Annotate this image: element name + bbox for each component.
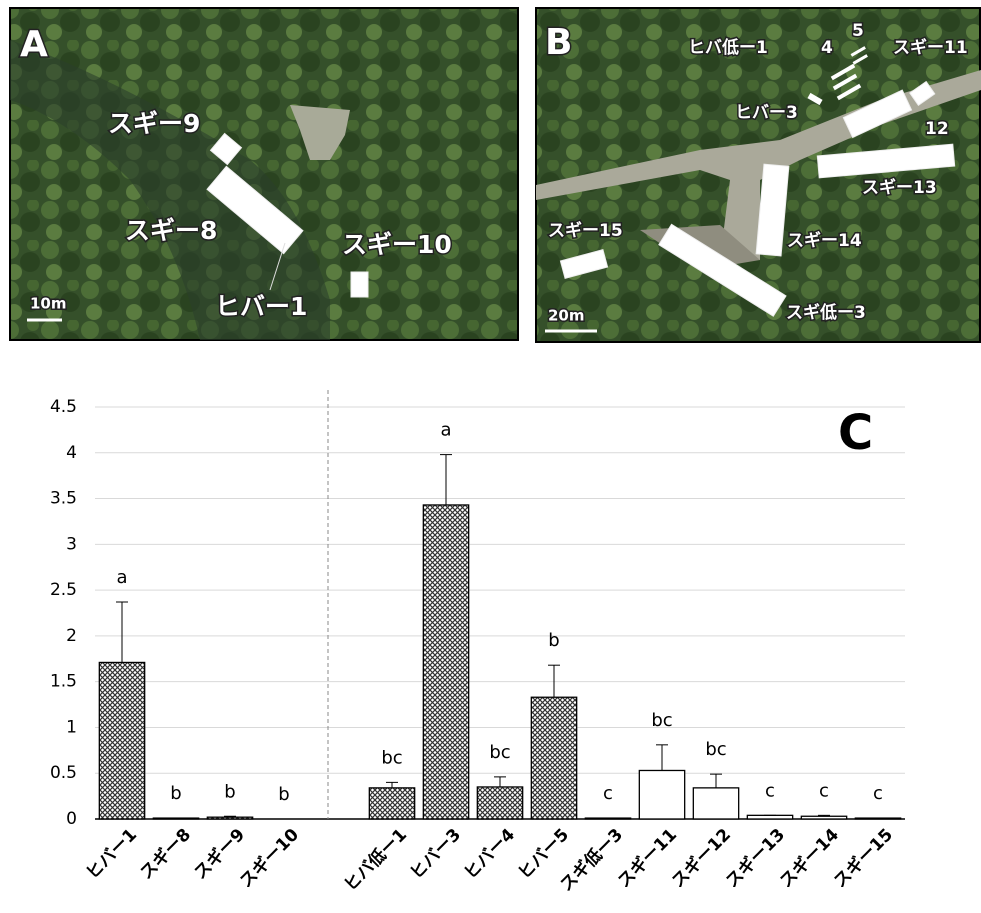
road bbox=[290, 105, 350, 160]
panel-b: B ヒバ低ー1 4 5 スギー11 ヒバー3 12 スギー13 スギー14 スギ… bbox=[535, 7, 981, 343]
site-label: スギ低ー3 bbox=[786, 302, 866, 323]
significance-letter: b bbox=[224, 781, 235, 802]
y-tick-label: 1.5 bbox=[50, 672, 77, 692]
y-tick-label: 0.5 bbox=[50, 763, 77, 783]
x-tick-label: ヒバー4 bbox=[460, 825, 519, 884]
bar bbox=[476, 786, 524, 820]
site-label: ヒバー3 bbox=[735, 103, 798, 123]
site-label: ヒバー1 bbox=[215, 292, 307, 321]
bar bbox=[368, 787, 416, 820]
x-tick-label: ヒバー1 bbox=[82, 825, 141, 884]
significance-letter: bc bbox=[651, 710, 672, 731]
bar bbox=[692, 787, 740, 820]
plot bbox=[658, 223, 787, 317]
y-tick-label: 4 bbox=[66, 443, 77, 463]
site-label: スギー9 bbox=[108, 109, 200, 138]
bar bbox=[530, 696, 578, 820]
significance-letter: bc bbox=[705, 739, 726, 760]
site-label: スギー8 bbox=[125, 216, 217, 245]
panel-label: C bbox=[838, 405, 873, 461]
site-label: 4 bbox=[821, 38, 833, 58]
significance-letter: b bbox=[170, 783, 181, 804]
panel-label: B bbox=[545, 22, 572, 63]
x-tick-label: スギー8 bbox=[136, 825, 195, 884]
y-tick-label: 3.5 bbox=[50, 489, 77, 509]
plot bbox=[842, 89, 913, 139]
significance-letter: bc bbox=[489, 742, 510, 763]
site-label: スギー15 bbox=[548, 221, 623, 241]
significance-letter: c bbox=[819, 780, 829, 801]
leader bbox=[269, 242, 286, 291]
significance-letter: b bbox=[278, 784, 289, 805]
plot bbox=[559, 249, 609, 279]
x-tick-label: スギー15 bbox=[830, 825, 897, 892]
scale-label: 10m bbox=[30, 295, 67, 313]
bar bbox=[800, 815, 848, 820]
significance-letter: c bbox=[765, 780, 775, 801]
plot bbox=[206, 165, 304, 255]
y-tick-label: 4.5 bbox=[50, 397, 77, 417]
plot bbox=[209, 132, 243, 166]
significance-letter: c bbox=[603, 783, 613, 804]
site-label: 12 bbox=[925, 119, 949, 139]
bar bbox=[206, 816, 254, 820]
strip-plots bbox=[807, 46, 868, 106]
bar bbox=[746, 814, 794, 820]
x-tick-label: スギー10 bbox=[236, 825, 303, 892]
y-tick-label: 0 bbox=[66, 809, 77, 829]
site-label: ヒバ低ー1 bbox=[688, 37, 768, 58]
site-label: 5 bbox=[852, 21, 864, 41]
significance-letter: a bbox=[440, 420, 451, 441]
y-tick-label: 3 bbox=[66, 534, 77, 554]
plot bbox=[816, 143, 956, 179]
bar bbox=[98, 661, 146, 820]
plot bbox=[909, 80, 936, 106]
bar bbox=[638, 769, 686, 820]
site-label: スギー14 bbox=[787, 231, 862, 251]
significance-letter: b bbox=[548, 630, 559, 651]
x-tick-label: ヒバー3 bbox=[406, 825, 465, 884]
plot bbox=[755, 163, 790, 257]
scale-label: 20m bbox=[548, 307, 585, 325]
panel-a: A スギー9 スギー8 スギー10 ヒバー1 10m bbox=[9, 7, 519, 341]
valley bbox=[10, 40, 330, 340]
site-label: スギー10 bbox=[342, 230, 452, 259]
panel-label: A bbox=[20, 24, 48, 65]
bar bbox=[422, 504, 470, 820]
site-label: スギー13 bbox=[862, 178, 937, 198]
significance-letter: a bbox=[116, 567, 127, 588]
significance-letter: bc bbox=[381, 747, 402, 768]
x-tick-label: ヒバ低ー1 bbox=[340, 824, 411, 895]
y-tick-label: 2 bbox=[66, 626, 77, 646]
significance-letter: c bbox=[873, 783, 883, 804]
y-tick-label: 2.5 bbox=[50, 580, 77, 600]
y-tick-label: 1 bbox=[66, 717, 77, 737]
site-label: スギー11 bbox=[893, 38, 968, 58]
plot bbox=[350, 271, 369, 298]
